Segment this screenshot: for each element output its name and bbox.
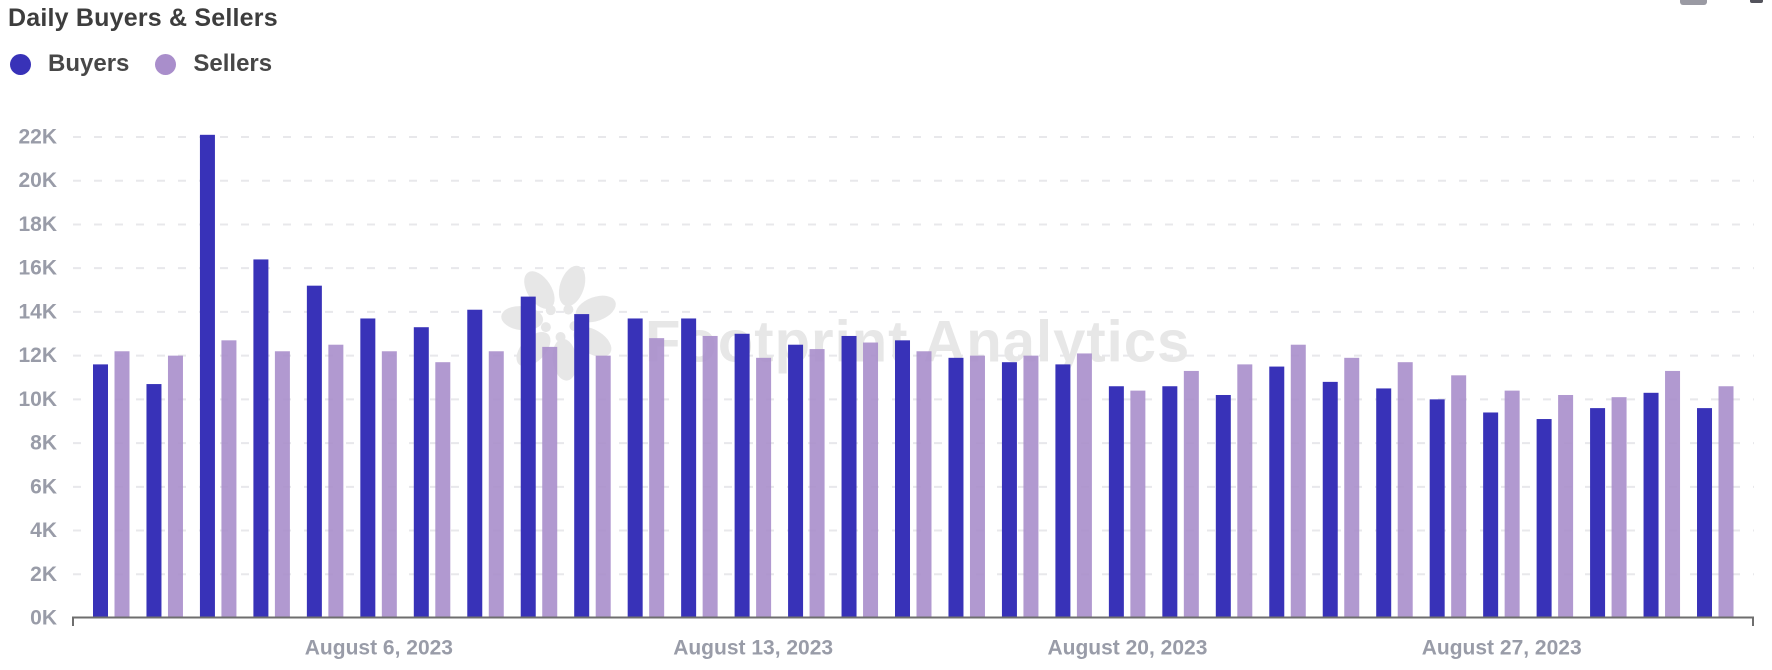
y-tick-label: 18K <box>18 213 57 236</box>
buyers-bar[interactable] <box>467 309 483 618</box>
y-tick-label: 20K <box>18 169 57 192</box>
sellers-bar[interactable] <box>1183 370 1199 618</box>
sellers-dot-icon <box>155 53 177 75</box>
x-tick-label: August 20, 2023 <box>1047 637 1207 660</box>
sellers-bar[interactable] <box>969 355 985 618</box>
sellers-bar[interactable] <box>702 335 718 618</box>
y-tick-label: 10K <box>18 388 57 411</box>
buyers-bar[interactable] <box>1697 408 1713 618</box>
sellers-bar[interactable] <box>114 351 130 618</box>
buyers-bar[interactable] <box>1162 386 1178 618</box>
x-tick-label: August 6, 2023 <box>305 637 453 660</box>
buyers-bar[interactable] <box>627 318 643 618</box>
buyers-bar[interactable] <box>574 314 590 618</box>
sellers-bar[interactable] <box>1344 357 1360 618</box>
footprint-flower-logo-dot <box>555 331 566 342</box>
sellers-bar[interactable] <box>1718 386 1734 618</box>
legend-label-sellers: Sellers <box>193 50 273 77</box>
legend-item-buyers[interactable]: Buyers <box>10 50 129 78</box>
buyers-bar[interactable] <box>1001 362 1017 618</box>
sellers-bar[interactable] <box>756 357 772 618</box>
y-tick-label: 0K <box>30 607 57 630</box>
sellers-bar[interactable] <box>916 351 932 618</box>
x-tick-label: August 13, 2023 <box>673 637 833 660</box>
y-tick-label: 16K <box>18 257 57 280</box>
sellers-bar[interactable] <box>274 351 290 618</box>
footprint-flower-logo-petal <box>552 338 577 381</box>
y-tick-label: 2K <box>30 563 57 586</box>
y-tick-label: 6K <box>30 475 57 498</box>
sellers-bar[interactable] <box>1290 344 1306 618</box>
y-tick-label: 14K <box>18 300 57 323</box>
buyers-bar[interactable] <box>93 364 108 618</box>
buyers-dot-icon <box>10 53 31 75</box>
buyers-bar[interactable] <box>1108 386 1124 618</box>
buyers-bar[interactable] <box>1643 392 1659 618</box>
sellers-bar[interactable] <box>542 346 558 618</box>
sellers-bar[interactable] <box>1130 390 1146 618</box>
buyers-bar[interactable] <box>1429 399 1445 618</box>
sellers-bar[interactable] <box>1023 355 1039 618</box>
buyers-bar[interactable] <box>1590 408 1606 618</box>
sellers-bar[interactable] <box>1237 364 1253 618</box>
buyers-bar[interactable] <box>306 285 322 618</box>
sellers-bar[interactable] <box>1558 394 1574 618</box>
legend-label-buyers: Buyers <box>48 50 130 77</box>
buyers-bar[interactable] <box>146 384 162 618</box>
sellers-bar[interactable] <box>221 340 237 618</box>
chart-header: Daily Buyers & Sellers Buyers Sellers <box>8 4 298 78</box>
chart-title: Daily Buyers & Sellers <box>8 4 278 32</box>
footprint-flower-logo-dot <box>563 304 574 315</box>
sellers-bar[interactable] <box>1504 390 1520 618</box>
buyers-bar[interactable] <box>734 333 750 618</box>
buyers-bar[interactable] <box>1376 388 1392 618</box>
sellers-bar[interactable] <box>1611 397 1627 618</box>
sellers-bar[interactable] <box>381 351 397 618</box>
sellers-bar[interactable] <box>863 342 879 618</box>
buyers-bar[interactable] <box>1483 412 1499 618</box>
sellers-bar[interactable] <box>488 351 504 618</box>
buyers-bar[interactable] <box>895 340 911 618</box>
footprint-flower-logo-petal <box>558 265 586 307</box>
buyers-bar[interactable] <box>1322 381 1338 618</box>
cropped-scrollbar-fragment <box>1680 0 1707 5</box>
buyers-bar[interactable] <box>1269 366 1285 618</box>
buyers-bar[interactable] <box>253 259 269 618</box>
sellers-bar[interactable] <box>328 344 344 618</box>
sellers-bar[interactable] <box>1397 362 1413 618</box>
buyers-bar[interactable] <box>199 134 215 618</box>
buyers-bar[interactable] <box>1536 419 1552 618</box>
buyers-bar[interactable] <box>413 327 429 618</box>
sellers-bar[interactable] <box>1451 375 1467 618</box>
footprint-flower-logo-dot <box>540 322 551 333</box>
sellers-bar[interactable] <box>435 362 451 618</box>
buyers-bar[interactable] <box>841 335 857 618</box>
sellers-bar[interactable] <box>167 355 183 618</box>
buyers-bar[interactable] <box>520 296 536 618</box>
buyers-bar[interactable] <box>1055 364 1071 618</box>
legend: Buyers Sellers <box>10 50 298 78</box>
sellers-bar[interactable] <box>1076 353 1092 618</box>
y-tick-label: 8K <box>30 432 57 455</box>
cropped-toolbar-icon[interactable] <box>1750 0 1763 3</box>
buyers-bar[interactable] <box>1215 394 1231 618</box>
sellers-bar[interactable] <box>809 349 825 618</box>
buyers-bar[interactable] <box>681 318 697 618</box>
legend-item-sellers[interactable]: Sellers <box>155 50 272 78</box>
footprint-flower-logo-dot <box>545 305 556 316</box>
buyers-bar[interactable] <box>360 318 376 618</box>
sellers-bar[interactable] <box>1665 370 1681 618</box>
y-tick-label: 12K <box>18 344 57 367</box>
buyers-bar[interactable] <box>948 357 964 618</box>
buyers-bar[interactable] <box>788 344 804 618</box>
y-tick-label: 22K <box>18 126 57 149</box>
x-tick-label: August 27, 2023 <box>1422 637 1582 660</box>
sellers-bar[interactable] <box>649 338 665 618</box>
sellers-bar[interactable] <box>595 355 611 618</box>
y-tick-label: 4K <box>30 519 57 542</box>
